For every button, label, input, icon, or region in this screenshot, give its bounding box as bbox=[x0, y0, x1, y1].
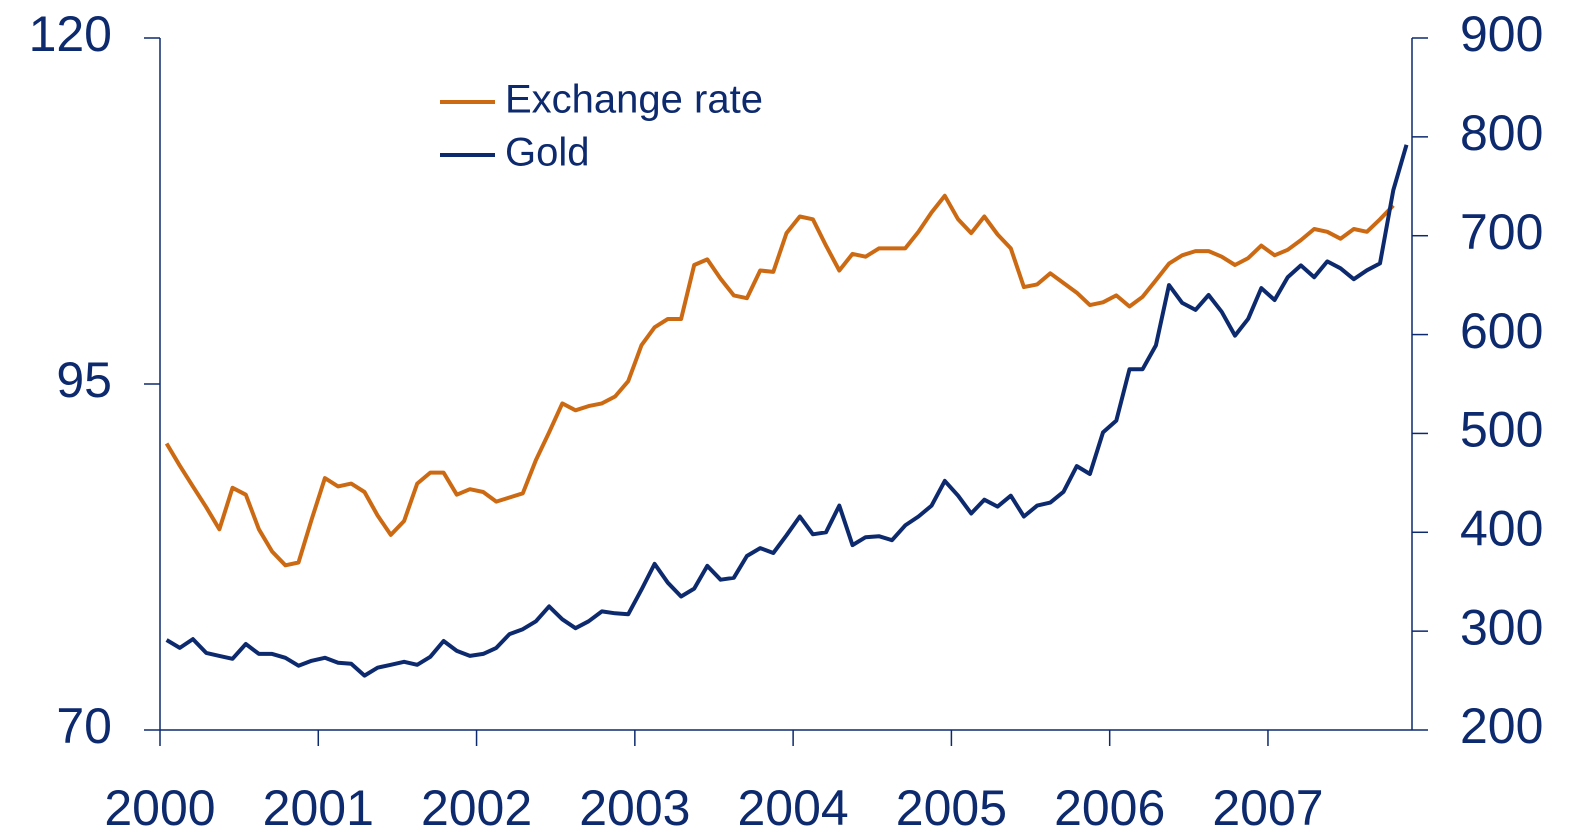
x-tick-label: 2004 bbox=[738, 780, 849, 836]
x-tick-label: 2003 bbox=[579, 780, 690, 836]
y2-tick-label: 400 bbox=[1460, 500, 1543, 556]
y2-tick-label: 500 bbox=[1460, 402, 1543, 458]
y-tick-label: 120 bbox=[29, 6, 112, 62]
x-tick-label: 2001 bbox=[263, 780, 374, 836]
y2-tick-label: 600 bbox=[1460, 303, 1543, 359]
x-tick-label: 2006 bbox=[1054, 780, 1165, 836]
x-tick-label: 2000 bbox=[104, 780, 215, 836]
y-tick-label: 95 bbox=[56, 352, 112, 408]
x-tick-label: 2007 bbox=[1212, 780, 1323, 836]
legend-label: Exchange rate bbox=[505, 78, 763, 122]
y2-tick-label: 800 bbox=[1460, 105, 1543, 161]
x-tick-label: 2005 bbox=[896, 780, 1007, 836]
y2-tick-label: 300 bbox=[1460, 599, 1543, 655]
series-line bbox=[165, 144, 1409, 678]
y2-tick-label: 900 bbox=[1460, 6, 1543, 62]
y2-tick-label: 700 bbox=[1460, 204, 1543, 260]
y2-tick-label: 200 bbox=[1460, 698, 1543, 754]
series-line bbox=[164, 193, 1395, 568]
x-tick-label: 2002 bbox=[421, 780, 532, 836]
y-tick-label: 70 bbox=[56, 698, 112, 754]
legend-label: Gold bbox=[505, 131, 590, 175]
